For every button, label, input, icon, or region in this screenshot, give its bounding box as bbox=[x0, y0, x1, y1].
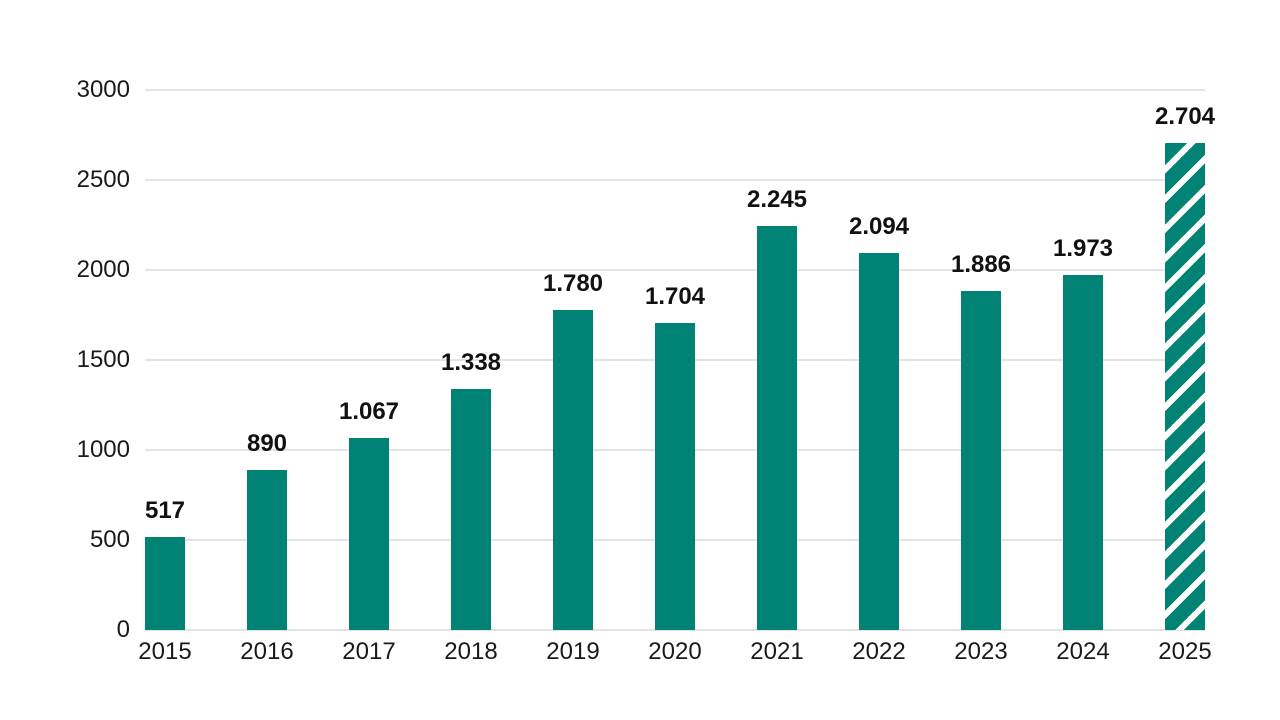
bar-group-2022: 2.094 bbox=[849, 213, 909, 630]
bar-value-label-2025: 2.704 bbox=[1154, 103, 1216, 130]
bar-value-label-2020: 1.704 bbox=[644, 283, 706, 310]
bar-value-label-2019: 1.780 bbox=[542, 270, 604, 297]
bar-group-2017: 1.067 bbox=[339, 398, 399, 630]
x-tick-label-2022: 2022 bbox=[852, 638, 906, 665]
bar-2022 bbox=[859, 253, 899, 630]
gridline-2500 bbox=[145, 179, 1205, 181]
x-tick-label-2025: 2025 bbox=[1158, 638, 1212, 665]
x-tick-label-2023: 2023 bbox=[954, 638, 1008, 665]
bar-value-label-2018: 1.338 bbox=[440, 349, 502, 376]
bar-group-2015: 517 bbox=[145, 497, 185, 630]
y-tick-label-1000: 1000 bbox=[76, 436, 130, 463]
bar-value-label-2022: 2.094 bbox=[848, 213, 910, 240]
bar-2018 bbox=[451, 389, 491, 630]
x-tick-label-2015: 2015 bbox=[138, 638, 192, 665]
bar-2016 bbox=[247, 470, 287, 630]
bar-2019 bbox=[553, 310, 593, 630]
bar-group-2016: 890 bbox=[247, 430, 287, 630]
y-tick-label-0: 0 bbox=[116, 616, 130, 643]
x-tick-label-2016: 2016 bbox=[240, 638, 294, 665]
x-tick-label-2024: 2024 bbox=[1056, 638, 1110, 665]
bar-2015 bbox=[145, 537, 185, 630]
y-tick-label-1500: 1500 bbox=[76, 346, 130, 373]
bar-2020 bbox=[655, 323, 695, 630]
x-tick-label-2019: 2019 bbox=[546, 638, 600, 665]
x-tick-label-2017: 2017 bbox=[342, 638, 396, 665]
y-tick-label-2000: 2000 bbox=[76, 256, 130, 283]
bar-value-label-2021: 2.245 bbox=[746, 186, 808, 213]
y-tick-label-3000: 3000 bbox=[76, 76, 130, 103]
y-tick-label-500: 500 bbox=[89, 526, 130, 553]
gridline-2000 bbox=[145, 269, 1205, 271]
x-tick-label-2021: 2021 bbox=[750, 638, 804, 665]
x-tick-label-2018: 2018 bbox=[444, 638, 498, 665]
bar-value-label-2024: 1.973 bbox=[1052, 235, 1114, 262]
gridline-3000 bbox=[145, 89, 1205, 91]
bar-value-label-2017: 1.067 bbox=[338, 398, 400, 425]
x-tick-label-2020: 2020 bbox=[648, 638, 702, 665]
bar-2024 bbox=[1063, 275, 1103, 630]
bar-2017 bbox=[349, 438, 389, 630]
bar-value-label-2016: 890 bbox=[246, 430, 288, 457]
bar-2021 bbox=[757, 226, 797, 630]
bar-group-2024: 1.973 bbox=[1053, 235, 1113, 630]
gridline-0 bbox=[145, 629, 1205, 631]
bar-2023 bbox=[961, 291, 1001, 630]
y-tick-label-2500: 2500 bbox=[76, 166, 130, 193]
bar-hatched-2025 bbox=[1165, 143, 1205, 630]
bar-group-2020: 1.704 bbox=[645, 283, 705, 630]
bar-group-2023: 1.886 bbox=[951, 251, 1011, 630]
bar-value-label-2015: 517 bbox=[144, 497, 186, 524]
bar-group-2025: 2.704 bbox=[1155, 103, 1215, 630]
bar-value-label-2023: 1.886 bbox=[950, 251, 1012, 278]
bar-group-2021: 2.245 bbox=[747, 186, 807, 630]
bar-group-2018: 1.338 bbox=[441, 349, 501, 630]
bar-group-2019: 1.780 bbox=[543, 270, 603, 630]
